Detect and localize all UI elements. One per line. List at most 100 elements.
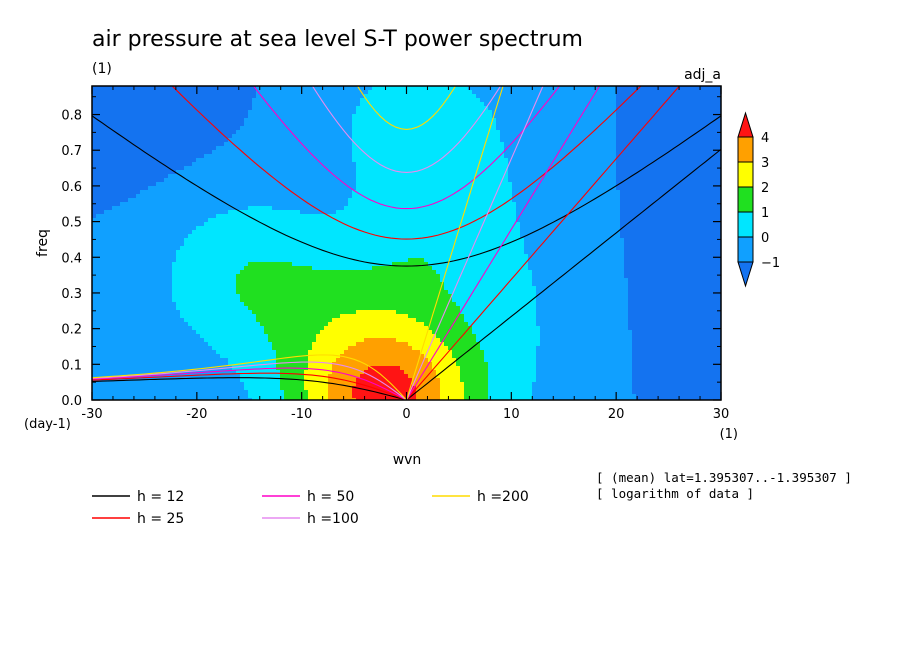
contour-cell bbox=[124, 254, 129, 259]
contour-cell bbox=[168, 166, 173, 171]
contour-cell bbox=[208, 390, 213, 395]
contour-cell bbox=[160, 182, 165, 187]
contour-cell bbox=[276, 174, 281, 179]
contour-cell bbox=[224, 102, 229, 107]
contour-cell bbox=[248, 126, 253, 131]
contour-cell bbox=[208, 182, 213, 187]
contour-cell bbox=[164, 202, 169, 207]
contour-cell bbox=[320, 358, 325, 363]
contour-cell bbox=[148, 338, 153, 343]
contour-cell bbox=[256, 194, 261, 199]
contour-cell bbox=[180, 390, 185, 395]
contour-cell bbox=[340, 222, 345, 227]
contour-cell bbox=[224, 342, 229, 347]
contour-cell bbox=[332, 166, 337, 171]
contour-cell bbox=[196, 346, 201, 351]
contour-cell bbox=[296, 362, 301, 367]
contour-cell bbox=[300, 110, 305, 115]
contour-cell bbox=[160, 242, 165, 247]
contour-cell bbox=[304, 334, 309, 339]
contour-cell bbox=[140, 338, 145, 343]
contour-cell bbox=[292, 218, 297, 223]
contour-cell bbox=[296, 390, 301, 395]
contour-cell bbox=[340, 170, 345, 175]
contour-cell bbox=[184, 286, 189, 291]
contour-cell bbox=[272, 210, 277, 215]
contour-cell bbox=[268, 250, 273, 255]
contour-cell bbox=[124, 390, 129, 395]
contour-cell bbox=[148, 290, 153, 295]
contour-cell bbox=[340, 294, 345, 299]
contour-cell bbox=[100, 282, 105, 287]
contour-cell bbox=[188, 126, 193, 131]
contour-cell bbox=[324, 222, 329, 227]
contour-cell bbox=[172, 294, 177, 299]
contour-cell bbox=[184, 278, 189, 283]
contour-cell bbox=[184, 166, 189, 171]
contour-cell bbox=[232, 182, 237, 187]
contour-cell bbox=[284, 210, 289, 215]
contour-cell bbox=[280, 94, 285, 99]
contour-cell bbox=[196, 122, 201, 127]
contour-cell bbox=[320, 134, 325, 139]
contour-cell bbox=[188, 282, 193, 287]
contour-cell bbox=[336, 302, 341, 307]
contour-cell bbox=[336, 106, 341, 111]
contour-cell bbox=[256, 214, 261, 219]
contour-cell bbox=[148, 398, 153, 400]
contour-cell bbox=[140, 178, 145, 183]
contour-cell bbox=[336, 134, 341, 139]
contour-cell bbox=[312, 286, 317, 291]
contour-cell bbox=[104, 250, 109, 255]
contour-cell bbox=[280, 150, 285, 155]
contour-cell bbox=[172, 190, 177, 195]
contour-cell bbox=[268, 234, 273, 239]
contour-cell bbox=[164, 226, 169, 231]
contour-cell bbox=[96, 202, 101, 207]
contour-cell bbox=[160, 318, 165, 323]
contour-cell bbox=[272, 382, 277, 387]
contour-cell bbox=[288, 258, 293, 263]
contour-cell bbox=[296, 302, 301, 307]
contour-cell bbox=[144, 210, 149, 215]
contour-cell bbox=[156, 242, 161, 247]
contour-cell bbox=[164, 230, 169, 235]
contour-cell bbox=[120, 354, 125, 359]
contour-cell bbox=[260, 270, 265, 275]
contour-cell bbox=[264, 394, 269, 399]
contour-cell bbox=[240, 266, 245, 271]
contour-cell bbox=[212, 274, 217, 279]
contour-cell bbox=[320, 226, 325, 231]
contour-cell bbox=[256, 382, 261, 387]
contour-cell bbox=[128, 342, 133, 347]
contour-cell bbox=[144, 310, 149, 315]
contour-cell bbox=[256, 362, 261, 367]
contour-cell bbox=[208, 222, 213, 227]
contour-cell bbox=[176, 398, 181, 400]
contour-cell bbox=[112, 98, 117, 103]
contour-cell bbox=[268, 174, 273, 179]
contour-cell bbox=[116, 366, 121, 371]
contour-cell bbox=[96, 310, 101, 315]
contour-cell bbox=[256, 186, 261, 191]
contour-cell bbox=[232, 138, 237, 143]
contour-cell bbox=[132, 206, 137, 211]
contour-cell bbox=[228, 322, 233, 327]
contour-cell bbox=[272, 126, 277, 131]
contour-cell bbox=[140, 150, 145, 155]
contour-cell bbox=[264, 382, 269, 387]
contour-cell bbox=[312, 126, 317, 131]
contour-cell bbox=[112, 118, 117, 123]
contour-cell bbox=[328, 158, 333, 163]
contour-cell bbox=[260, 90, 265, 95]
contour-cell bbox=[188, 298, 193, 303]
contour-cell bbox=[344, 90, 349, 95]
contour-cell bbox=[328, 230, 333, 235]
contour-cell bbox=[196, 278, 201, 283]
contour-cell bbox=[340, 378, 345, 383]
contour-cell bbox=[176, 382, 181, 387]
contour-cell bbox=[184, 338, 189, 343]
contour-cell bbox=[96, 354, 101, 359]
contour-cell bbox=[228, 294, 233, 299]
contour-cell bbox=[188, 318, 193, 323]
